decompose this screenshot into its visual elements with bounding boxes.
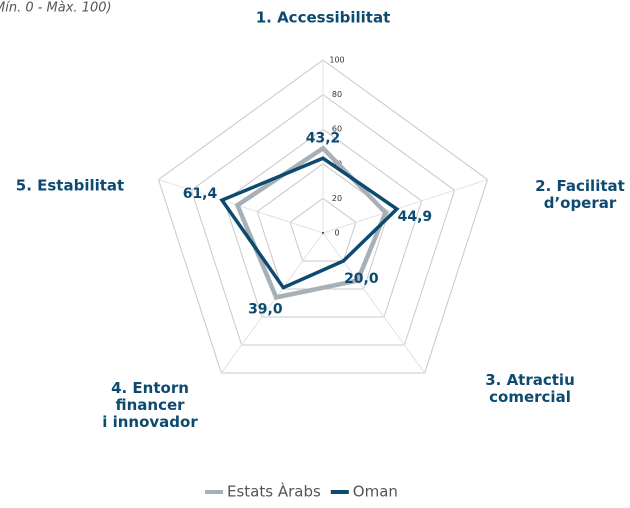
tick-label: 80	[332, 90, 342, 99]
grid-ring	[157, 59, 489, 374]
spoke	[158, 179, 324, 234]
tick-label: 60	[332, 125, 342, 134]
grid-ring	[190, 93, 456, 346]
category-label: 1. Accessibilitat	[256, 9, 391, 27]
category-label: 4. Entorn financer i innovador	[102, 379, 198, 431]
category-label: 3. Atractiu comercial	[485, 371, 575, 406]
spoke	[322, 232, 426, 374]
grid-ring	[223, 128, 423, 318]
series-line	[234, 145, 389, 300]
subtitle: Mín. 0 - Màx. 100)	[0, 1, 112, 16]
tick-label: 0	[334, 229, 339, 238]
center-dot	[322, 232, 324, 234]
data-label: 43,2	[306, 130, 341, 146]
legend-label: Oman	[353, 483, 398, 501]
spoke	[220, 232, 324, 374]
data-label: 44,9	[398, 209, 433, 225]
data-label: 61,4	[183, 186, 218, 202]
grid-ring	[289, 197, 357, 262]
tick-label: 100	[329, 56, 344, 65]
legend-label: Estats Àrabs	[227, 482, 321, 501]
tick-label: 20	[332, 194, 342, 203]
data-label: 39,0	[248, 302, 283, 318]
category-label: 2. Facilitat d’operar	[535, 177, 625, 212]
series-line	[219, 156, 400, 290]
data-label: 20,0	[344, 271, 379, 287]
category-label: 5. Estabilitat	[16, 177, 124, 195]
spoke	[322, 179, 488, 234]
